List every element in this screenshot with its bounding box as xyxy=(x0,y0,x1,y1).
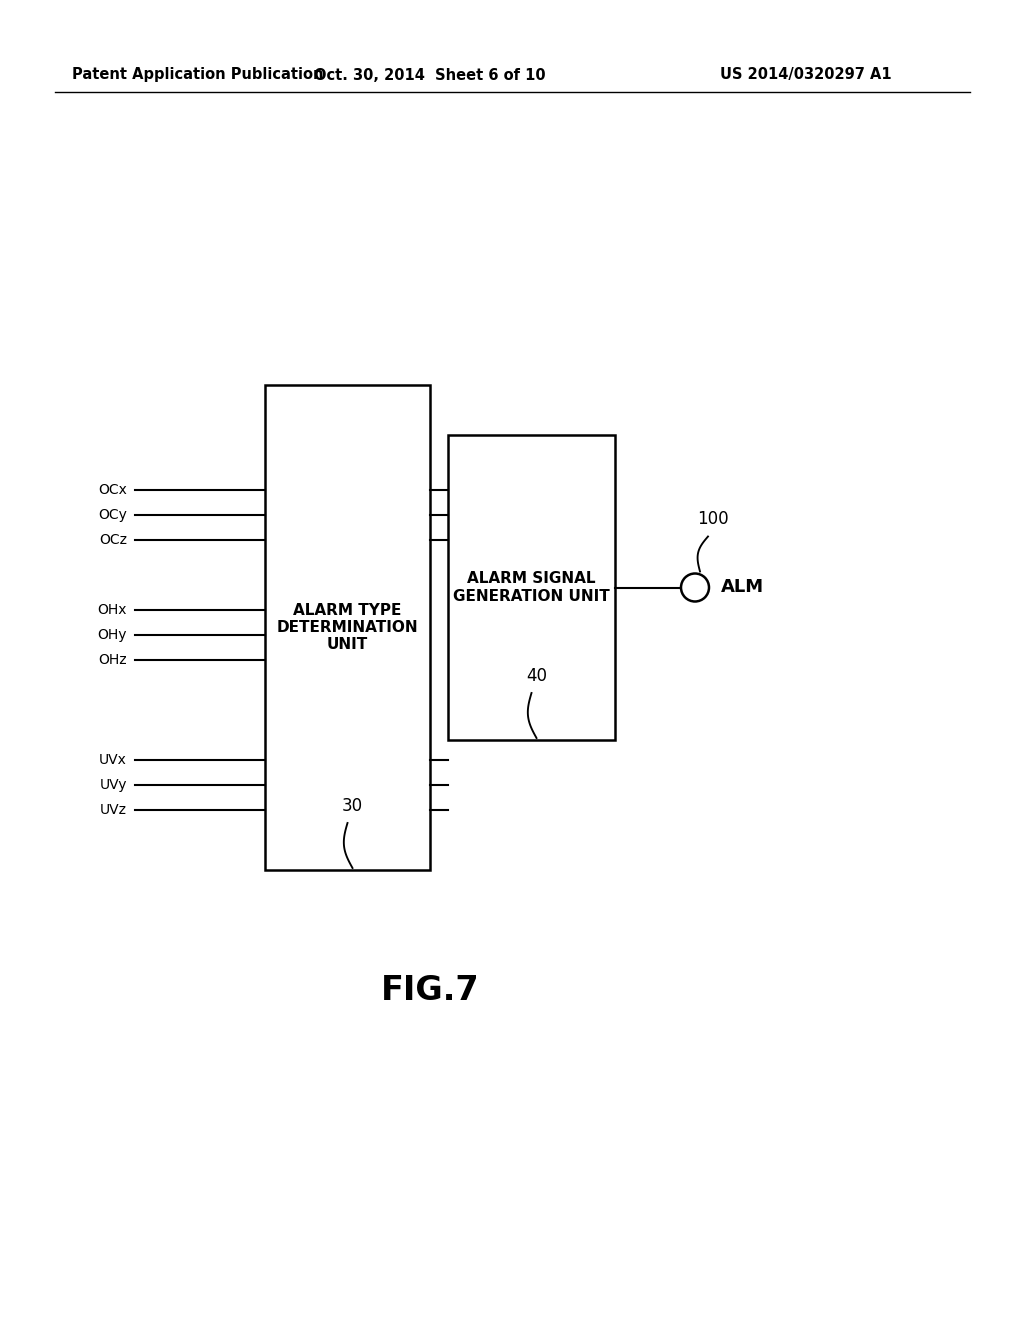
Text: OHy: OHy xyxy=(97,628,127,642)
Text: UVz: UVz xyxy=(100,803,127,817)
Text: UVy: UVy xyxy=(99,777,127,792)
Text: Patent Application Publication: Patent Application Publication xyxy=(72,67,324,82)
Text: OCy: OCy xyxy=(98,508,127,521)
Text: 40: 40 xyxy=(526,667,547,685)
Text: ALARM TYPE
DETERMINATION
UNIT: ALARM TYPE DETERMINATION UNIT xyxy=(276,603,419,652)
Text: Oct. 30, 2014  Sheet 6 of 10: Oct. 30, 2014 Sheet 6 of 10 xyxy=(314,67,546,82)
Text: ALARM SIGNAL
GENERATION UNIT: ALARM SIGNAL GENERATION UNIT xyxy=(454,572,610,603)
Text: OCz: OCz xyxy=(99,533,127,546)
Bar xyxy=(265,385,430,870)
Text: OHz: OHz xyxy=(98,653,127,667)
Text: OHx: OHx xyxy=(97,603,127,616)
Text: US 2014/0320297 A1: US 2014/0320297 A1 xyxy=(720,67,892,82)
Text: OCx: OCx xyxy=(98,483,127,498)
Bar xyxy=(449,436,615,741)
Text: FIG.7: FIG.7 xyxy=(381,974,479,1006)
Text: 100: 100 xyxy=(697,511,729,528)
Text: ALM: ALM xyxy=(721,578,764,597)
Circle shape xyxy=(681,573,709,602)
Text: UVx: UVx xyxy=(99,752,127,767)
Text: 30: 30 xyxy=(342,797,364,814)
